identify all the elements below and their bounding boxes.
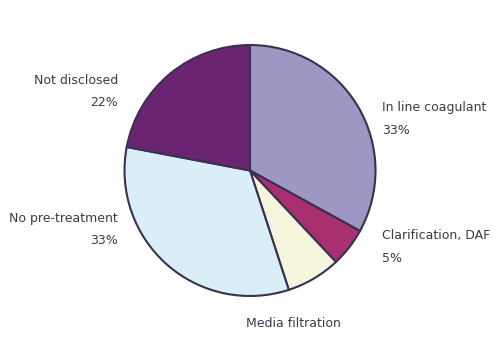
Text: 33%: 33% (90, 234, 118, 247)
Text: Not disclosed: Not disclosed (34, 74, 118, 87)
Wedge shape (250, 170, 360, 262)
Text: 7%: 7% (284, 340, 304, 341)
Text: Clarification, DAF: Clarification, DAF (382, 229, 490, 242)
Wedge shape (250, 170, 336, 290)
Text: In line coagulant: In line coagulant (382, 101, 486, 114)
Text: 33%: 33% (382, 124, 409, 137)
Wedge shape (250, 45, 376, 231)
Wedge shape (126, 45, 250, 170)
Text: No pre-treatment: No pre-treatment (10, 212, 118, 225)
Text: 5%: 5% (382, 252, 402, 265)
Text: Media filtration: Media filtration (246, 317, 342, 330)
Text: 22%: 22% (90, 96, 118, 109)
Wedge shape (124, 147, 289, 296)
